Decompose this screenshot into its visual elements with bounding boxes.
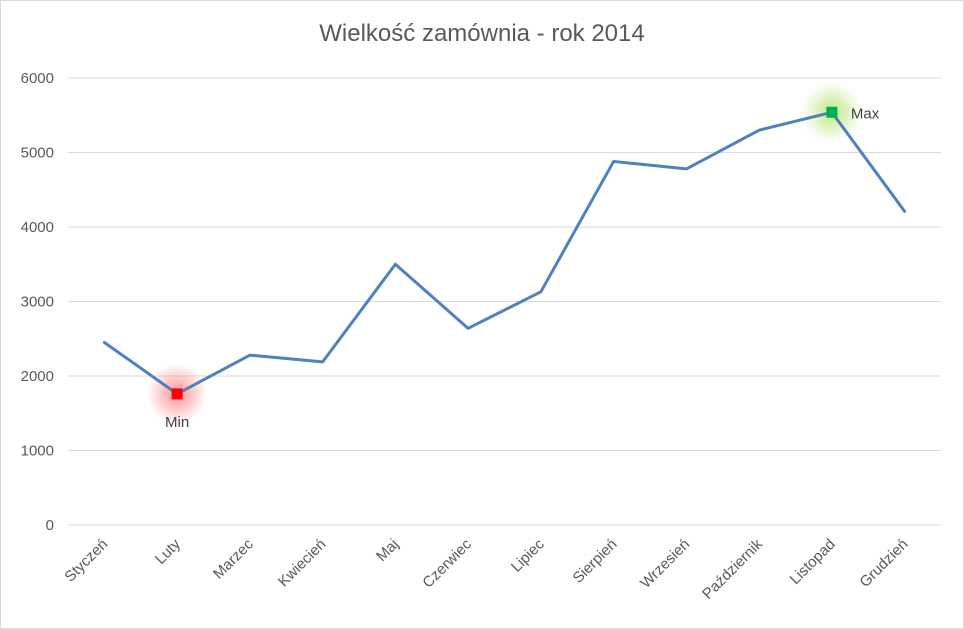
y-tick-label: 3000 xyxy=(21,294,54,311)
x-tick-label: Grudzień xyxy=(856,536,911,591)
x-tick-label: Luty xyxy=(152,535,184,567)
y-tick-label: 4000 xyxy=(21,219,54,236)
x-tick-label: Marzec xyxy=(210,535,257,582)
x-tick-label: Kwiecień xyxy=(275,536,329,590)
x-tick-label: Wrzesień xyxy=(637,536,693,592)
y-tick-label: 0 xyxy=(46,517,54,534)
data-point xyxy=(102,340,106,344)
x-tick-label: Sierpień xyxy=(570,536,621,587)
max-label: Max xyxy=(851,105,880,122)
data-point xyxy=(466,326,470,330)
x-tick-label: Czerwiec xyxy=(419,535,475,591)
y-tick-label: 2000 xyxy=(21,368,54,385)
x-tick-label: Lipiec xyxy=(508,535,548,575)
data-point xyxy=(393,262,397,266)
y-tick-label: 5000 xyxy=(21,145,54,162)
max-point-marker xyxy=(826,106,838,118)
data-point xyxy=(903,209,907,213)
data-point xyxy=(757,128,761,132)
y-tick-label: 6000 xyxy=(21,70,54,87)
chart-title: Wielkość zamównia - rok 2014 xyxy=(319,20,645,47)
data-point xyxy=(684,167,688,171)
data-point xyxy=(321,360,325,364)
series-line xyxy=(102,110,907,396)
min-label: Min xyxy=(165,414,189,431)
x-tick-label: Październik xyxy=(699,535,766,602)
data-point xyxy=(248,353,252,357)
min-point-marker xyxy=(171,388,183,400)
data-point xyxy=(539,290,543,294)
data-point xyxy=(612,159,616,163)
x-tick-label: Styczeń xyxy=(61,536,111,586)
x-tick-label: Listopad xyxy=(787,536,839,588)
y-tick-label: 1000 xyxy=(21,443,54,460)
x-tick-label: Maj xyxy=(373,536,402,565)
